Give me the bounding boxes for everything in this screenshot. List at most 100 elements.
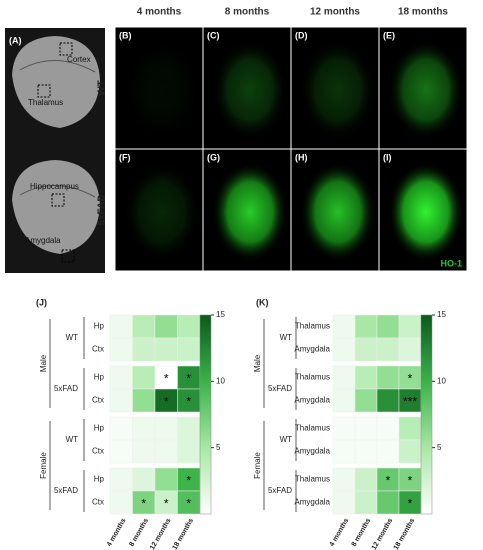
panel-letter: (H): [295, 152, 308, 162]
row-label: Thalamus: [295, 475, 330, 484]
sex-label: Female: [39, 452, 48, 479]
significance: *: [186, 395, 191, 409]
heatmap-cell: [332, 490, 356, 515]
heatmap-cell: [332, 467, 356, 492]
heatmap-cell: [109, 416, 133, 441]
colorbar-tick-label: 5: [437, 443, 442, 452]
significance: *: [186, 497, 191, 511]
colorbar-tick-label: 15: [437, 310, 446, 319]
column-header: 8 months: [225, 7, 270, 18]
heatmap-cell: [109, 365, 133, 390]
row-label: Thalamus: [295, 373, 330, 382]
row-label: WT: [97, 80, 108, 96]
ho1-signal: [212, 40, 288, 140]
heatmap-cell: [154, 467, 178, 492]
heatmap-cell: [177, 439, 201, 464]
x-tick-label: 4 months: [329, 517, 351, 548]
heatmap-cell: [177, 337, 201, 362]
region-label: Hippocampus: [30, 182, 79, 191]
heatmap-cell: [332, 388, 356, 413]
region-label: Cortex: [67, 55, 91, 64]
significance: *: [186, 372, 191, 386]
x-tick-label: 8 months: [351, 517, 373, 548]
row-label: Ctx: [92, 345, 104, 354]
roi-boxes: [37, 42, 75, 263]
heatmap-cell: [354, 490, 378, 515]
heatmap-cell: [354, 439, 378, 464]
colorbar: [199, 314, 212, 515]
row-label: Ctx: [92, 396, 104, 405]
heatmap-cell: [398, 337, 422, 362]
panel-letter: (B): [119, 30, 132, 40]
significance: *: [164, 395, 169, 409]
heatmap-cell: [154, 337, 178, 362]
heatmap-cell: [177, 416, 201, 441]
heatmap-cell: [154, 439, 178, 464]
panel-letter: (G): [207, 152, 220, 162]
significance: *: [164, 372, 169, 386]
heatmap-cell: [398, 439, 422, 464]
x-tick-label: 8 months: [128, 517, 150, 548]
heatmap-cell: [376, 337, 400, 362]
x-tick-label: 18 months: [172, 517, 196, 550]
colorbar-tick-label: 10: [216, 376, 225, 385]
heatmap-cell: [332, 439, 356, 464]
x-tick-label: 12 months: [371, 517, 395, 550]
group-label: 5xFAD: [268, 486, 292, 495]
heatmap-cell: [109, 467, 133, 492]
column-header: 4 months: [137, 7, 182, 18]
heatmap-cell: [109, 490, 133, 515]
heatmap-cell: [398, 416, 422, 441]
heatmap-cell: [132, 416, 156, 441]
heatmap-cell: [354, 388, 378, 413]
row-label: Hp: [94, 322, 105, 331]
ho1-signal: [124, 162, 200, 262]
significance: *: [141, 497, 146, 511]
row-label: 5xFAD: [97, 194, 108, 225]
panel-letter: (K): [256, 297, 269, 307]
heatmap-cell: [398, 314, 422, 339]
heatmap-cell: [154, 416, 178, 441]
ho1-signal: [388, 40, 464, 140]
column-header: 18 months: [398, 7, 448, 18]
ho1-signal: [124, 40, 200, 140]
ho1-signal: [300, 40, 376, 140]
row-label: Hp: [94, 373, 105, 382]
brain-section: [12, 36, 100, 128]
heatmap-cell: [376, 439, 400, 464]
heatmap-cell: [376, 416, 400, 441]
heatmap-cell: [132, 365, 156, 390]
significance: *: [408, 372, 413, 386]
row-label: Hp: [94, 424, 105, 433]
colorbar: [420, 314, 433, 515]
significance: *: [164, 497, 169, 511]
heatmap-cell: [132, 439, 156, 464]
panel-letter: (A): [9, 35, 22, 45]
colorbar-tick-label: 10: [437, 376, 446, 385]
colorbar-tick-label: 15: [216, 310, 225, 319]
heatmap-cell: [132, 467, 156, 492]
ho1-signal: [212, 162, 288, 262]
stain-label: HO-1: [440, 258, 462, 268]
heatmap-cell: [132, 388, 156, 413]
group-label: WT: [66, 435, 79, 444]
panel-letter: (C): [207, 30, 220, 40]
heatmap-cell: [376, 490, 400, 515]
sex-label: Male: [253, 354, 262, 372]
row-label: Ctx: [92, 447, 104, 456]
panel-letter: (E): [383, 30, 395, 40]
significance: *: [186, 474, 191, 488]
heatmap-cell: [376, 314, 400, 339]
sex-label: Female: [253, 452, 262, 479]
row-label: Amygdala: [294, 447, 330, 456]
sex-label: Male: [39, 354, 48, 372]
ho1-signal: [388, 162, 464, 262]
heatmap-cell: [332, 365, 356, 390]
group-label: WT: [66, 333, 79, 342]
significance: *: [386, 474, 391, 488]
region-label: Amygdala: [25, 236, 61, 245]
heatmap-cell: [109, 388, 133, 413]
brain-section: [12, 160, 100, 254]
heatmap-cell: [376, 365, 400, 390]
